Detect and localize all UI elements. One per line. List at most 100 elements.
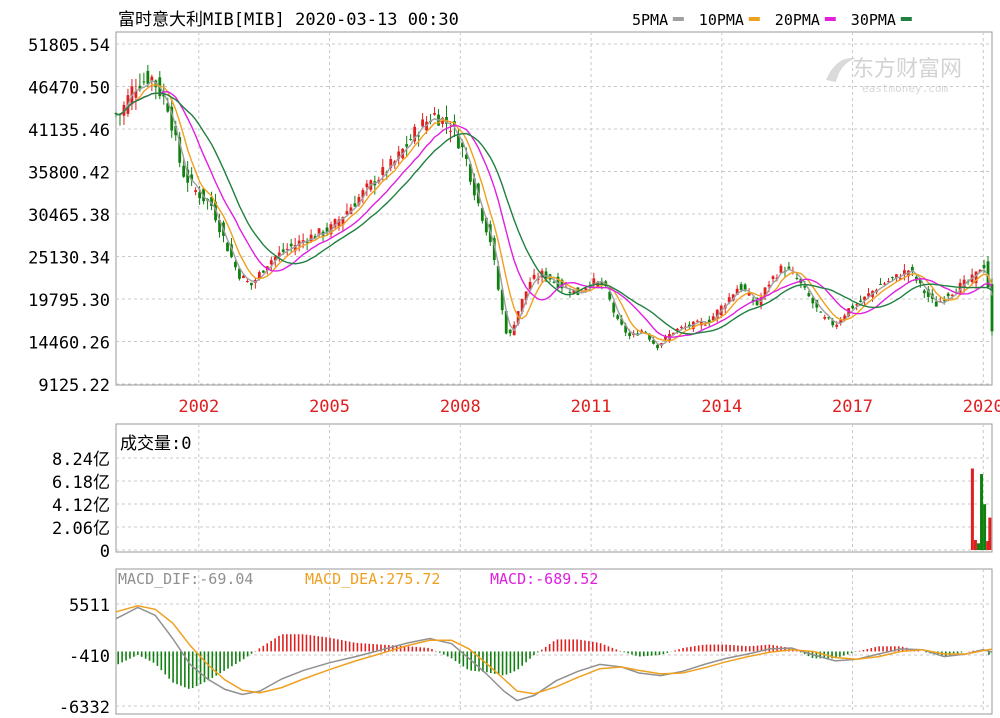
volume-bar [973,539,977,550]
x-tick-label: 2005 [309,397,350,417]
volume-y-tick-label: 2.06亿 [52,519,110,539]
candle-body [978,269,982,273]
volume-y-tick-label: 0 [100,542,110,562]
candle-body [835,324,839,327]
candle-body [421,119,424,127]
macd-value-label: MACD:-689.52 [490,570,598,588]
candle-body [504,311,508,334]
eastmoney-logo-icon [826,57,856,82]
price-panel-frame [115,31,993,386]
candle-body [353,203,357,207]
ma-legend-swatch [672,17,684,21]
candle-body [146,70,150,84]
macd-histogram [117,634,990,689]
macd-dea-line [115,605,993,695]
candle-body [317,228,321,235]
year-x-axis: 2002 2005 2008 2011 2014 2017 2020 [178,397,1000,417]
ma-legend-label: 10PMA [699,11,744,29]
candle-body [409,139,413,141]
ma-legend-swatch [824,17,836,21]
macd-dif-label: MACD_DIF:-69.04 [118,570,253,588]
candle-body [544,271,548,279]
candle-body [174,125,178,136]
ma-legend-swatch [900,17,912,21]
candle-body [600,281,604,285]
candle-body [863,296,866,301]
candle-body [496,266,500,290]
x-tick-label: 2011 [571,397,612,417]
candle-body [899,278,902,280]
candle-body [827,317,831,319]
candle-body [480,208,484,221]
candle-body [194,190,198,193]
candle-body [922,290,926,294]
candle-body [238,268,241,279]
candle-body [433,112,436,115]
candle-body [962,279,966,288]
macd-y-tick-label: 5511 [69,596,110,616]
price-y-tick-label: 9125.22 [38,376,110,396]
candle-body [273,256,277,261]
price-y-tick-label: 35800.42 [28,164,110,184]
candle-body [648,334,651,340]
candle-body [819,311,823,313]
volume-y-tick-label: 6.18亿 [52,473,110,493]
volume-bar [970,468,974,550]
x-tick-label: 2017 [832,397,873,417]
volume-bar [986,541,990,550]
candle-body [528,282,532,290]
x-tick-label: 2020 [963,397,1000,417]
volume-bar [988,517,992,550]
macd-lines [115,605,993,702]
candle-body [703,324,707,326]
candle-body [695,320,699,322]
candle-body [771,276,775,280]
candle-body [552,281,556,283]
watermark-brand: 东方财富网 [852,57,962,82]
candle-body [337,219,341,227]
candle-body [926,289,930,297]
candle-body [277,252,281,257]
grid-layer [116,32,992,714]
macd-y-tick-label: -410 [69,647,110,667]
candle-body [839,320,843,324]
candle-body [524,291,528,301]
price-y-tick-label: 51805.54 [28,36,110,56]
ma-legend-label: 5PMA [632,11,668,29]
candle-body [170,106,174,131]
candle-body [333,219,337,228]
candle-body [624,325,628,333]
candle-body [349,207,353,214]
candle-body [190,174,194,180]
price-y-tick-label: 46470.50 [28,79,110,99]
candle-body [934,301,938,307]
candle-body [831,320,835,326]
candle-body [449,130,452,132]
candle-body [150,76,154,81]
candle-body [325,227,329,233]
candle-body [218,219,221,233]
price-y-tick-label: 19795.30 [28,291,110,311]
candle-body [887,281,890,283]
candle-body [891,277,894,279]
candle-body [676,328,679,331]
x-tick-label: 2014 [701,397,742,417]
candle-body [652,339,655,344]
candle-body [656,344,659,349]
candle-body [767,284,771,287]
volume-bar [980,474,984,550]
chart-title: 富时意大利MIB[MIB] 2020-03-13 00:30 [118,10,459,30]
price-y-tick-label: 14460.26 [28,334,110,354]
candle-body [381,167,385,176]
candle-body [162,93,166,97]
price-y-tick-label: 41135.46 [28,121,110,141]
candle-body [990,283,994,332]
volume-y-tick-label: 8.24亿 [52,450,110,470]
ma-line [115,79,993,346]
candle-body [468,164,472,182]
candle-body [441,117,444,124]
candle-body [859,300,862,302]
candle-body [755,297,759,306]
candle-body [520,298,524,312]
candle-body [134,90,138,98]
